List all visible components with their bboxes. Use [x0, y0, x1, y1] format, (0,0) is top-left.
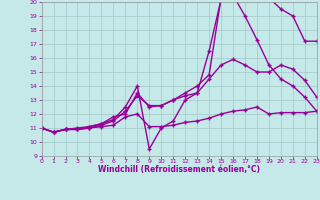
X-axis label: Windchill (Refroidissement éolien,°C): Windchill (Refroidissement éolien,°C) — [98, 165, 260, 174]
